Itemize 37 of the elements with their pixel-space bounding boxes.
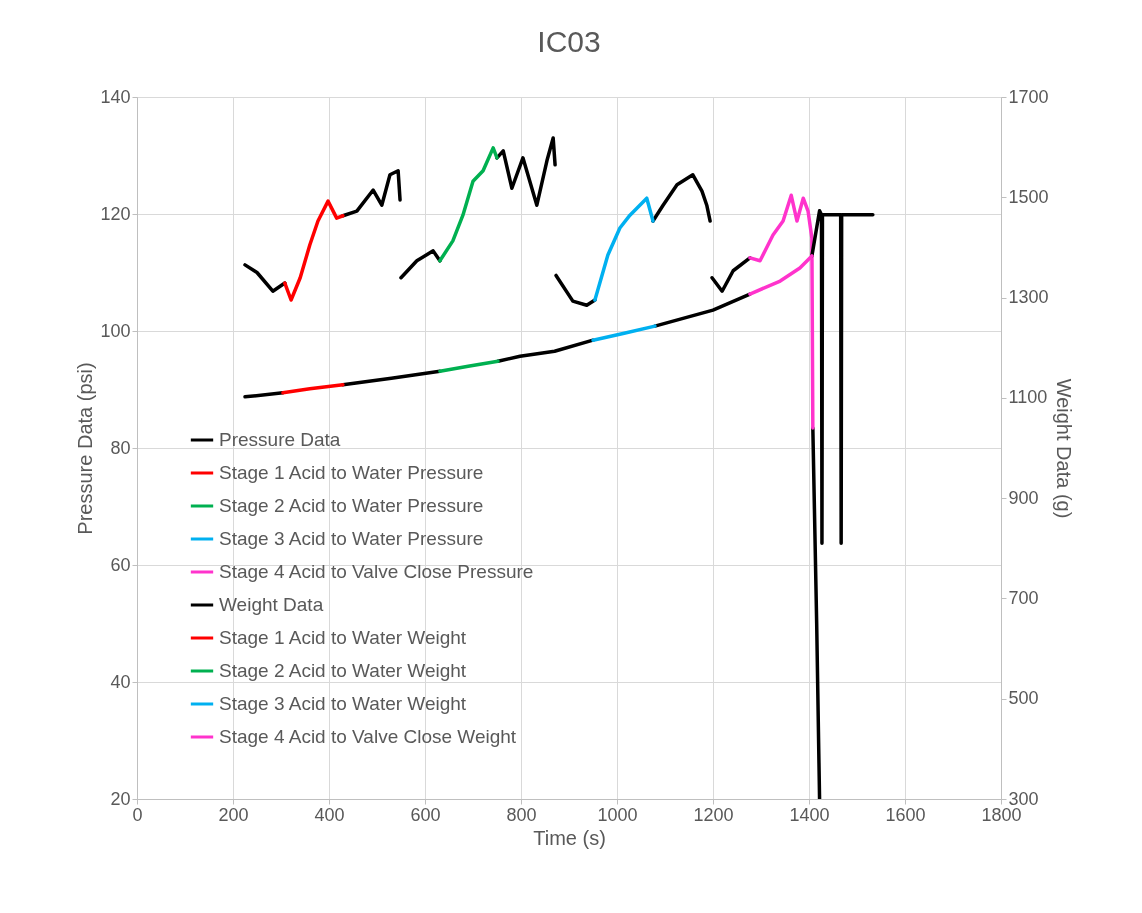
x-axis-title: Time (s)	[533, 826, 606, 849]
x-tick-label: 1400	[789, 804, 830, 825]
y2-tick-label: 1700	[1008, 86, 1049, 107]
legend-label: Stage 1 Acid to Water Pressure	[219, 462, 484, 483]
y-tick-label: 140	[100, 86, 131, 107]
x-tick-label: 400	[314, 804, 345, 825]
legend-label: Weight Data	[219, 594, 324, 615]
legend-label: Stage 1 Acid to Water Weight	[219, 627, 467, 648]
x-tick-label: 600	[410, 804, 441, 825]
y2-tick-label: 1300	[1008, 287, 1049, 308]
y2-tick-label: 1500	[1008, 186, 1049, 207]
legend-label: Stage 4 Acid to Valve Close Pressure	[219, 561, 534, 582]
chart-title: IC03	[537, 25, 601, 58]
y-axis-title: Pressure Data (psi)	[74, 362, 97, 535]
legend-label: Stage 2 Acid to Water Weight	[219, 660, 467, 681]
x-tick-label: 1600	[885, 804, 926, 825]
y-tick-label: 80	[110, 437, 131, 458]
y-tick-label: 40	[110, 671, 131, 692]
legend-label: Stage 2 Acid to Water Pressure	[219, 495, 484, 516]
legend-label: Stage 3 Acid to Water Pressure	[219, 528, 484, 549]
y-tick-label: 100	[100, 320, 131, 341]
x-tick-label: 1000	[597, 804, 638, 825]
y2-tick-label: 700	[1008, 587, 1039, 608]
y2-tick-label: 900	[1008, 487, 1039, 508]
y2-tick-label: 500	[1008, 688, 1039, 709]
y-tick-label: 20	[110, 788, 131, 809]
y-tick-label: 60	[110, 554, 131, 575]
y2-tick-label: 1100	[1008, 387, 1048, 408]
legend-label: Stage 3 Acid to Water Weight	[219, 693, 467, 714]
x-tick-label: 0	[132, 804, 143, 825]
legend-label: Stage 4 Acid to Valve Close Weight	[219, 726, 517, 747]
x-tick-label: 200	[218, 804, 249, 825]
x-tick-label: 800	[506, 804, 537, 825]
legend-label: Pressure Data	[219, 429, 341, 450]
y-tick-label: 120	[100, 203, 131, 224]
y2-axis-title: Weight Data (g)	[1052, 378, 1075, 519]
x-tick-label: 1200	[693, 804, 734, 825]
